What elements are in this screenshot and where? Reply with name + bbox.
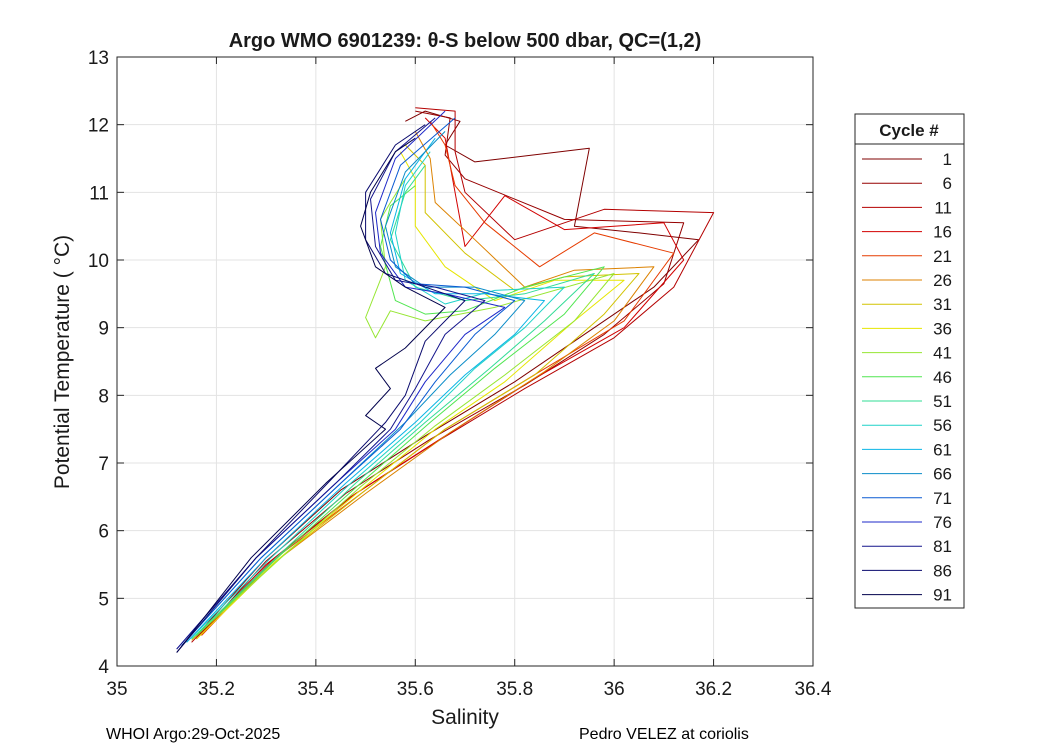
x-axis-label: Salinity xyxy=(431,706,499,729)
legend-label: 91 xyxy=(933,586,952,605)
x-tick-label: 36 xyxy=(604,679,625,700)
series-line-cycle-81 xyxy=(176,117,486,650)
legend-label: 31 xyxy=(933,295,952,314)
x-tick-label: 35 xyxy=(106,679,127,700)
y-tick-label: 7 xyxy=(98,454,109,475)
y-tick-label: 10 xyxy=(88,251,109,272)
series-line-cycle-31 xyxy=(191,144,640,641)
series-lines xyxy=(176,107,715,653)
y-tick-label: 8 xyxy=(98,386,109,407)
legend-label: 26 xyxy=(933,271,952,290)
legend-title: Cycle # xyxy=(879,121,939,140)
series-line-cycle-56 xyxy=(186,151,565,643)
footer-left-credit: WHOI Argo:29-Oct-2025 xyxy=(106,726,281,743)
x-tick-label: 35.2 xyxy=(198,679,235,700)
series-line-cycle-36 xyxy=(196,151,625,640)
legend-label: 1 xyxy=(943,150,952,169)
y-tick-label: 12 xyxy=(88,116,109,137)
series-line-cycle-6 xyxy=(196,110,685,640)
legend-box xyxy=(854,113,965,609)
series-line-cycle-91 xyxy=(176,137,446,653)
series-line-cycle-46 xyxy=(196,185,605,636)
legend-label: 71 xyxy=(933,489,952,508)
series-line-cycle-51 xyxy=(191,165,595,640)
legend-label: 66 xyxy=(933,465,952,484)
legend-label: 21 xyxy=(933,247,952,266)
legend-label: 41 xyxy=(933,344,952,363)
y-tick-label: 6 xyxy=(98,522,109,543)
legend-label: 86 xyxy=(933,561,952,580)
legend-label: 56 xyxy=(933,416,952,435)
legend-label: 16 xyxy=(933,223,952,242)
series-line-cycle-71 xyxy=(181,117,516,647)
y-tick-label: 5 xyxy=(98,589,109,610)
legend-label: 46 xyxy=(933,368,952,387)
chart-title: Argo WMO 6901239: θ-S below 500 dbar, QC… xyxy=(229,30,702,52)
legend-label: 11 xyxy=(934,198,952,217)
y-tick-label: 9 xyxy=(98,319,109,340)
series-line-cycle-26 xyxy=(196,131,655,640)
y-tick-label: 11 xyxy=(89,183,109,204)
x-tick-label: 36.2 xyxy=(695,679,732,700)
legend-label: 81 xyxy=(933,537,952,556)
legend-label: 36 xyxy=(933,319,952,338)
x-tick-label: 36.4 xyxy=(795,679,832,700)
plot-frame xyxy=(116,56,814,667)
series-line-cycle-16 xyxy=(196,117,685,640)
legend-label: 61 xyxy=(933,440,952,459)
y-tick-label: 13 xyxy=(88,48,109,69)
legend-label: 51 xyxy=(933,392,952,411)
series-line-cycle-41 xyxy=(196,178,615,636)
legend-label: 6 xyxy=(943,174,952,193)
series-line-cycle-1 xyxy=(196,110,700,636)
footer-right-credit: Pedro VELEZ at coriolis xyxy=(579,726,749,743)
x-tick-label: 35.8 xyxy=(496,679,533,700)
y-axis-label: Potential Temperature ( °C) xyxy=(51,235,74,489)
x-tick-label: 35.4 xyxy=(297,679,334,700)
series-line-cycle-61 xyxy=(186,137,545,643)
legend-label: 76 xyxy=(933,513,952,532)
series-line-cycle-86 xyxy=(176,124,466,653)
x-tick-label: 35.6 xyxy=(397,679,434,700)
axis-ticks: 35 35.2 35.4 35.6 35.8 36 36.2 36.4 4 5 6 7 8 9 10 11 12… xyxy=(88,48,832,700)
y-tick-label: 4 xyxy=(98,657,109,678)
legend: Cycle # 16111621263136414651566166717681… xyxy=(854,113,965,609)
